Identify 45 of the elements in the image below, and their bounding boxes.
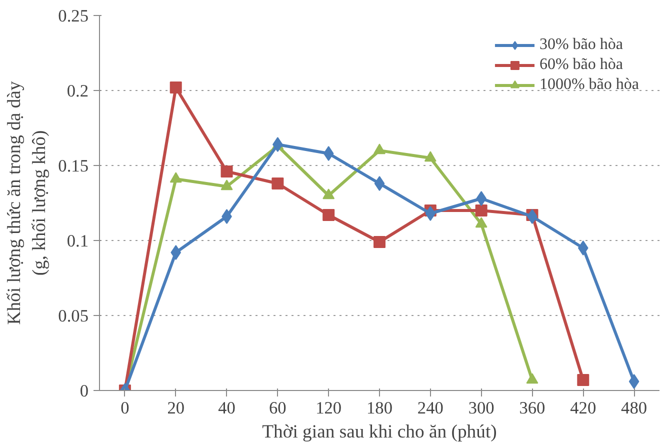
point: [222, 209, 232, 224]
point: [323, 146, 334, 161]
legend-label: 1000% bão hòa: [539, 76, 639, 94]
x-tick-label: 420: [570, 398, 596, 418]
x-tick-label: 180: [366, 398, 393, 418]
x-tick-label: 60: [269, 398, 286, 418]
point: [475, 204, 488, 216]
point: [220, 180, 233, 190]
x-tick-label: 40: [218, 398, 236, 418]
point: [425, 206, 436, 221]
point: [577, 374, 590, 386]
y-tick-label: 0: [80, 382, 89, 400]
point: [578, 240, 588, 256]
point: [475, 217, 488, 228]
point: [170, 172, 182, 183]
point: [272, 178, 284, 190]
point: [628, 374, 640, 389]
legend-label: 60% bão hòa: [539, 56, 623, 74]
x-tick-label: 0: [120, 398, 130, 418]
point: [526, 373, 538, 384]
y-axis-title: Khối lượng thức ăn trong dạ dày (g, khối lượng khô): [4, 80, 50, 325]
point: [322, 209, 335, 221]
x-tick-label: 300: [468, 398, 494, 418]
x-tick-label: 360: [519, 398, 546, 418]
point: [170, 245, 182, 260]
x-tick-label: 240: [417, 398, 444, 418]
legend-label: 30% bão hòa: [539, 36, 623, 54]
y-tick-label: 0.2: [66, 82, 89, 100]
point: [476, 191, 486, 206]
point: [220, 166, 233, 178]
x-tick-label: 120: [316, 398, 342, 418]
x-tick-label: 20: [167, 398, 185, 418]
point: [322, 188, 335, 200]
y-tick-label: 0.15: [58, 156, 89, 176]
point: [170, 82, 182, 94]
y-tick-label: 0.25: [58, 6, 89, 26]
x-tick-label: 480: [621, 398, 648, 418]
point: [374, 176, 385, 191]
point: [424, 151, 436, 162]
point: [527, 209, 538, 224]
point: [374, 236, 386, 248]
x-axis-title: Thời gian sau khi cho ăn (phút): [262, 422, 497, 442]
point: [374, 144, 386, 154]
y-tick-label: 0.1: [66, 232, 89, 250]
y-tick-label: 0.05: [58, 306, 89, 326]
